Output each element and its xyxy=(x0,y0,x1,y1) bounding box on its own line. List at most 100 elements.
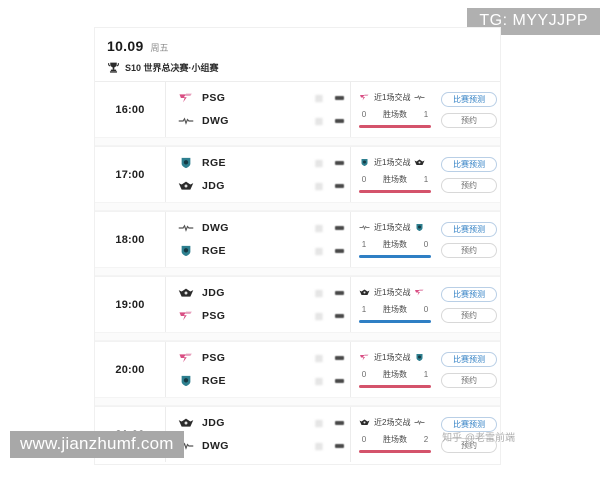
score-row-away: ▩ xyxy=(275,179,344,193)
h2h-header: 近1场交战 xyxy=(359,351,438,364)
score-cell: ▩ ▩ xyxy=(275,147,350,202)
row-separator xyxy=(95,202,500,211)
dwg-logo xyxy=(178,114,194,128)
team-name-home: JDG xyxy=(202,417,225,429)
schedule-date: 10.09 xyxy=(107,38,144,54)
score-row-home: ▩ xyxy=(275,156,344,170)
h2h-bar-fill xyxy=(359,385,431,388)
day-title-line: 10.09 周五 xyxy=(107,38,488,54)
h2h-wins-away: 0 xyxy=(423,240,429,249)
rge-logo xyxy=(178,156,194,170)
h2h-stats: 近1场交战 1 胜场数 0 xyxy=(350,212,438,267)
table-row[interactable]: 20:00 PSG RGE xyxy=(95,341,500,397)
score-row-home: ▩ xyxy=(275,416,344,430)
team-name-home: RGE xyxy=(202,157,226,169)
team-row-away: JDG xyxy=(178,179,275,193)
psg-logo xyxy=(414,287,425,298)
team-name-home: PSG xyxy=(202,92,226,104)
h2h-header: 近1场交战 xyxy=(359,91,438,104)
team-name-away: PSG xyxy=(202,310,226,322)
row-separator xyxy=(95,137,500,146)
h2h-wins-home: 1 xyxy=(361,240,367,249)
league-line: S10 世界总决赛·小组赛 xyxy=(107,61,488,77)
team-row-home: JDG xyxy=(178,286,275,300)
team-row-away: DWG xyxy=(178,439,275,453)
jdg-logo xyxy=(178,179,194,193)
match-prediction-button[interactable]: 比赛预测 xyxy=(441,351,497,367)
score-home xyxy=(335,161,344,165)
teams-cell: RGE JDG xyxy=(165,147,275,202)
score-row-home: ▩ xyxy=(275,221,344,235)
h2h-wins-home: 1 xyxy=(361,305,367,314)
team-name-home: DWG xyxy=(202,222,229,234)
match-prediction-button[interactable]: 比赛预测 xyxy=(441,221,497,237)
reserve-button[interactable]: 预约 xyxy=(441,307,497,323)
h2h-bar-fill xyxy=(359,255,431,258)
team-name-away: DWG xyxy=(202,115,229,127)
team-row-away: RGE xyxy=(178,244,275,258)
jdg-logo xyxy=(359,287,370,298)
reserve-button[interactable]: 预约 xyxy=(441,112,497,128)
action-cell: 比赛预测 预约 xyxy=(438,277,500,332)
match-time: 17:00 xyxy=(115,168,145,181)
score-away xyxy=(335,249,344,253)
score-placeholder-home: ▩ xyxy=(314,222,323,233)
match-prediction-button[interactable]: 比赛预测 xyxy=(441,156,497,172)
h2h-wins-home: 0 xyxy=(361,175,367,184)
score-row-away: ▩ xyxy=(275,114,344,128)
score-placeholder-away: ▩ xyxy=(314,245,323,256)
psg-logo xyxy=(359,92,370,103)
reserve-button[interactable]: 预约 xyxy=(441,372,497,388)
dwg-logo xyxy=(359,222,370,233)
match-prediction-button[interactable]: 比赛预测 xyxy=(441,286,497,302)
row-separator xyxy=(95,332,500,341)
h2h-stats: 近1场交战 1 胜场数 0 xyxy=(350,277,438,332)
table-row[interactable]: 16:00 PSG DWG xyxy=(95,81,500,137)
table-row[interactable]: 17:00 RGE JDG xyxy=(95,146,500,202)
schedule-weekday: 周五 xyxy=(150,43,169,53)
match-prediction-button[interactable]: 比赛预测 xyxy=(441,416,497,432)
score-placeholder-away: ▩ xyxy=(314,180,323,191)
score-home xyxy=(335,421,344,425)
dwg-logo xyxy=(414,417,425,428)
h2h-wins-label: 胜场数 xyxy=(383,435,407,444)
h2h-wins-home: 0 xyxy=(361,110,367,119)
match-prediction-button[interactable]: 比赛预测 xyxy=(441,91,497,107)
h2h-wins-row: 0 胜场数 1 xyxy=(359,174,431,185)
reserve-button[interactable]: 预约 xyxy=(441,437,497,453)
score-home xyxy=(335,226,344,230)
score-home xyxy=(335,96,344,100)
table-row[interactable]: 18:00 DWG RGE xyxy=(95,211,500,267)
trophy-icon xyxy=(107,61,120,74)
score-placeholder-home: ▩ xyxy=(314,92,323,103)
team-row-home: PSG xyxy=(178,91,275,105)
team-name-home: JDG xyxy=(202,287,225,299)
h2h-label: 近2场交战 xyxy=(374,418,411,427)
team-name-away: RGE xyxy=(202,245,226,257)
score-placeholder-away: ▩ xyxy=(314,310,323,321)
reserve-button[interactable]: 预约 xyxy=(441,177,497,193)
psg-logo xyxy=(178,91,194,105)
h2h-wins-label: 胜场数 xyxy=(383,370,407,379)
score-away xyxy=(335,379,344,383)
psg-logo xyxy=(359,352,370,363)
row-separator xyxy=(95,397,500,406)
team-row-away: PSG xyxy=(178,309,275,323)
action-cell: 比赛预测 预约 xyxy=(438,342,500,397)
score-placeholder-away: ▩ xyxy=(314,440,323,451)
team-name-away: DWG xyxy=(202,440,229,452)
h2h-label: 近1场交战 xyxy=(374,158,411,167)
team-name-home: PSG xyxy=(202,352,226,364)
h2h-wins-away: 2 xyxy=(423,435,429,444)
score-home xyxy=(335,291,344,295)
rge-logo xyxy=(178,374,194,388)
team-name-away: JDG xyxy=(202,180,225,192)
h2h-label: 近1场交战 xyxy=(374,93,411,102)
h2h-header: 近1场交战 xyxy=(359,221,438,234)
h2h-wins-home: 0 xyxy=(361,370,367,379)
score-placeholder-home: ▩ xyxy=(314,417,323,428)
reserve-button[interactable]: 预约 xyxy=(441,242,497,258)
h2h-wins-home: 0 xyxy=(361,435,367,444)
score-cell: ▩ ▩ xyxy=(275,342,350,397)
table-row[interactable]: 19:00 JDG PSG xyxy=(95,276,500,332)
